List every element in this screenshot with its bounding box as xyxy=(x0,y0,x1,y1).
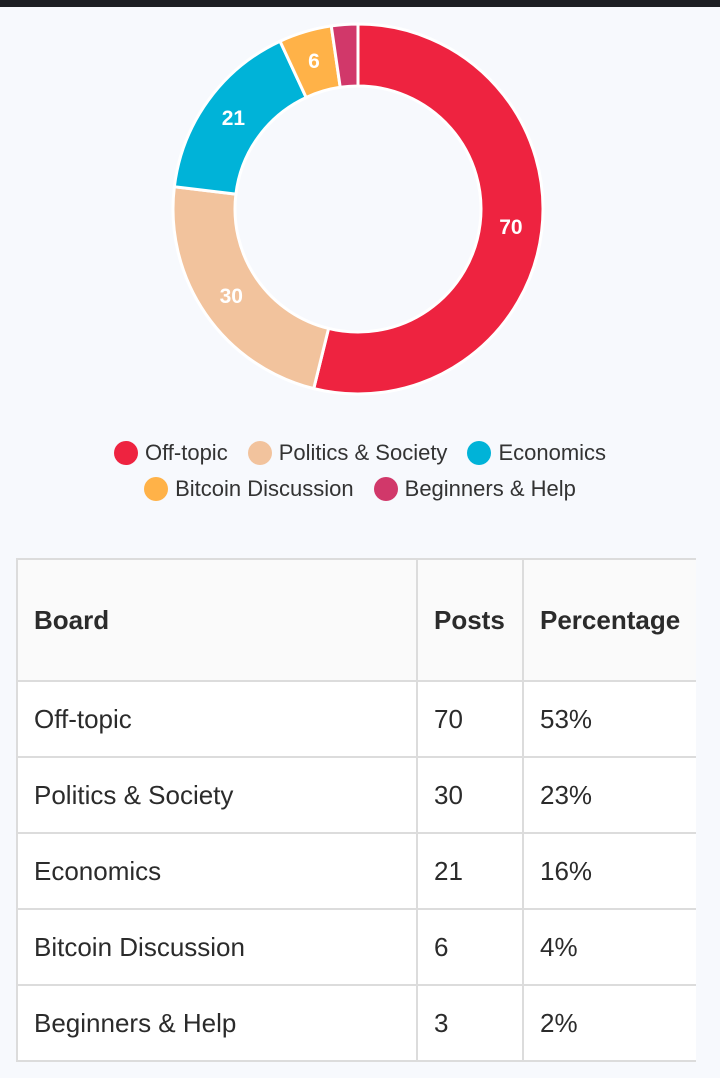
donut-slice-value-label: 6 xyxy=(308,50,320,73)
legend-item-bitcoin-discussion[interactable]: Bitcoin Discussion xyxy=(144,476,354,502)
legend-swatch xyxy=(144,477,169,501)
cell-board: Bitcoin Discussion xyxy=(16,908,418,986)
legend-item-beginners-help[interactable]: Beginners & Help xyxy=(373,476,576,502)
cell-board: Off-topic xyxy=(16,680,418,758)
table-row: Beginners & Help 3 2% xyxy=(16,984,696,1062)
legend-label: Politics & Society xyxy=(278,440,448,465)
table-header-row: Board Posts Percentage xyxy=(16,558,696,682)
cell-percentage: 4% xyxy=(522,908,696,986)
legend-swatch xyxy=(467,441,492,465)
cell-posts: 30 xyxy=(416,756,524,834)
legend-row-1: Off-topic Politics & Society Economics xyxy=(0,435,720,471)
legend-row-2: Bitcoin Discussion Beginners & Help xyxy=(0,471,720,507)
table-row: Politics & Society 30 23% xyxy=(16,756,696,834)
boards-table-container: Board Posts Percentage Off-topic 70 53% … xyxy=(16,558,696,1078)
legend-swatch xyxy=(247,441,272,465)
donut-chart: 70 30 21 6 xyxy=(171,22,545,396)
donut-slice-value-label: 21 xyxy=(222,107,246,130)
cell-percentage: 53% xyxy=(522,680,696,758)
legend-swatch xyxy=(373,477,398,501)
cell-percentage: 2% xyxy=(522,984,696,1062)
donut-slice-labels: 70 30 21 6 xyxy=(220,50,523,308)
cell-percentage: 16% xyxy=(522,832,696,910)
donut-slice-beginners-help[interactable] xyxy=(329,22,360,89)
legend-item-off-topic[interactable]: Off-topic xyxy=(113,440,228,466)
status-bar xyxy=(0,0,720,7)
donut-slice-value-label: 70 xyxy=(499,216,522,239)
legend-item-politics-society[interactable]: Politics & Society xyxy=(247,440,448,466)
legend-label: Beginners & Help xyxy=(404,476,576,501)
cell-board: Politics & Society xyxy=(16,756,418,834)
legend-swatch xyxy=(113,441,138,465)
table-row: Bitcoin Discussion 6 4% xyxy=(16,908,696,986)
cell-board: Beginners & Help xyxy=(16,984,418,1062)
column-header-percentage[interactable]: Percentage xyxy=(522,558,696,682)
cell-posts: 6 xyxy=(416,908,524,986)
boards-table: Board Posts Percentage Off-topic 70 53% … xyxy=(16,558,696,1062)
table-row: Off-topic 70 53% xyxy=(16,680,696,758)
donut-slices xyxy=(171,22,545,396)
cell-posts: 21 xyxy=(416,832,524,910)
table-row: Economics 21 16% xyxy=(16,832,696,910)
legend-label: Bitcoin Discussion xyxy=(175,476,354,501)
column-header-board[interactable]: Board xyxy=(16,558,418,682)
donut-slice-politics-society[interactable] xyxy=(171,185,331,391)
legend-label: Off-topic xyxy=(144,440,228,465)
column-header-posts[interactable]: Posts xyxy=(416,558,524,682)
cell-posts: 70 xyxy=(416,680,524,758)
donut-slice-value-label: 30 xyxy=(220,285,243,308)
cell-posts: 3 xyxy=(416,984,524,1062)
legend-item-economics[interactable]: Economics xyxy=(467,440,606,466)
cell-percentage: 23% xyxy=(522,756,696,834)
donut-slice-off-topic[interactable] xyxy=(311,22,545,396)
legend-label: Economics xyxy=(498,440,607,465)
chart-legend: Off-topic Politics & Society Economics B… xyxy=(0,435,720,507)
cell-board: Economics xyxy=(16,832,418,910)
